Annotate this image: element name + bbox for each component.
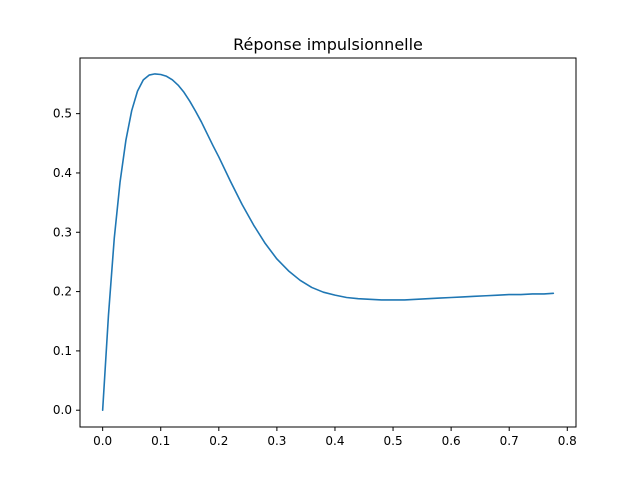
x-axis: 0.0 0.1 0.2 0.3 0.4 0.5 0.6 0.7 0.8 — [93, 427, 577, 448]
y-tick-label: 0.4 — [53, 166, 72, 180]
series-layer — [101, 73, 555, 412]
y-tick-label: 0.5 — [53, 107, 72, 121]
y-axis: 0.0 0.1 0.2 0.3 0.4 0.5 — [53, 107, 80, 417]
x-tick-label: 0.5 — [384, 434, 403, 448]
x-tick-label: 0.7 — [500, 434, 519, 448]
y-tick-label: 0.2 — [53, 285, 72, 299]
x-tick-label: 0.2 — [209, 434, 228, 448]
plot-area-frame — [79, 57, 577, 428]
y-tick-label: 0.1 — [53, 344, 72, 358]
x-tick-label: 0.1 — [151, 434, 170, 448]
x-tick-label: 0.3 — [267, 434, 286, 448]
x-tick-label: 0.4 — [325, 434, 344, 448]
x-tick-label: 0.6 — [442, 434, 461, 448]
x-tick-label: 0.0 — [93, 434, 112, 448]
y-tick-label: 0.3 — [53, 225, 72, 239]
chart-title: Réponse impulsionnelle — [233, 35, 423, 54]
x-tick-label: 0.8 — [558, 434, 577, 448]
y-tick-label: 0.0 — [53, 403, 72, 417]
series-line — [101, 73, 555, 412]
